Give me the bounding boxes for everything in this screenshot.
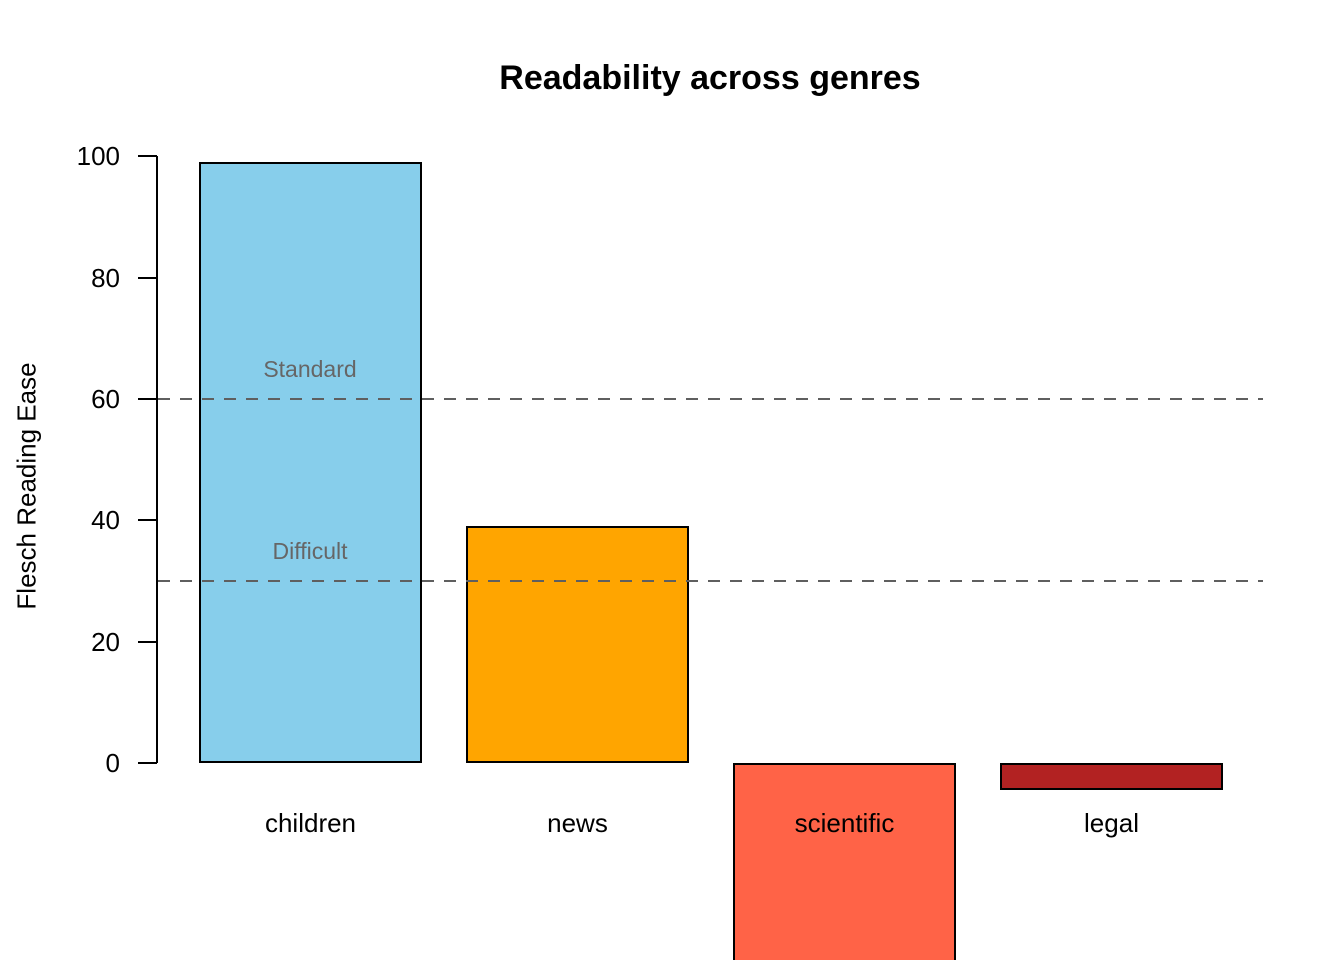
y-tick-label-80: 80 xyxy=(91,262,120,293)
y-tick-label-0: 0 xyxy=(105,748,120,778)
category-label-news: news xyxy=(547,808,608,838)
y-tick-mark-0 xyxy=(138,762,157,764)
y-tick-label-100: 100 xyxy=(76,141,120,172)
y-axis-line xyxy=(156,156,158,763)
y-tick-label-40: 40 xyxy=(91,505,120,536)
category-label-scientific: scientific xyxy=(794,808,895,838)
reference-line-60 xyxy=(158,397,1263,400)
y-tick-label-60: 60 xyxy=(91,383,120,414)
y-tick-mark-80 xyxy=(138,276,157,279)
y-tick-mark-20 xyxy=(138,640,157,643)
category-label-legal: legal xyxy=(1084,808,1139,838)
y-tick-mark-60 xyxy=(138,397,157,400)
reference-line-label-difficult: Difficult xyxy=(272,537,348,564)
bar-children xyxy=(199,162,422,763)
y-tick-mark-100 xyxy=(138,155,157,158)
y-tick-mark-40 xyxy=(138,519,157,522)
bar-news xyxy=(466,526,689,763)
chart-title: Readability across genres xyxy=(499,59,921,97)
reference-line-30 xyxy=(158,579,1263,582)
reference-line-label-standard: Standard xyxy=(263,355,357,382)
category-label-children: children xyxy=(264,808,357,838)
y-tick-label-20: 20 xyxy=(91,626,120,657)
bar-scientific xyxy=(733,763,956,960)
bar-legal xyxy=(1000,763,1223,791)
